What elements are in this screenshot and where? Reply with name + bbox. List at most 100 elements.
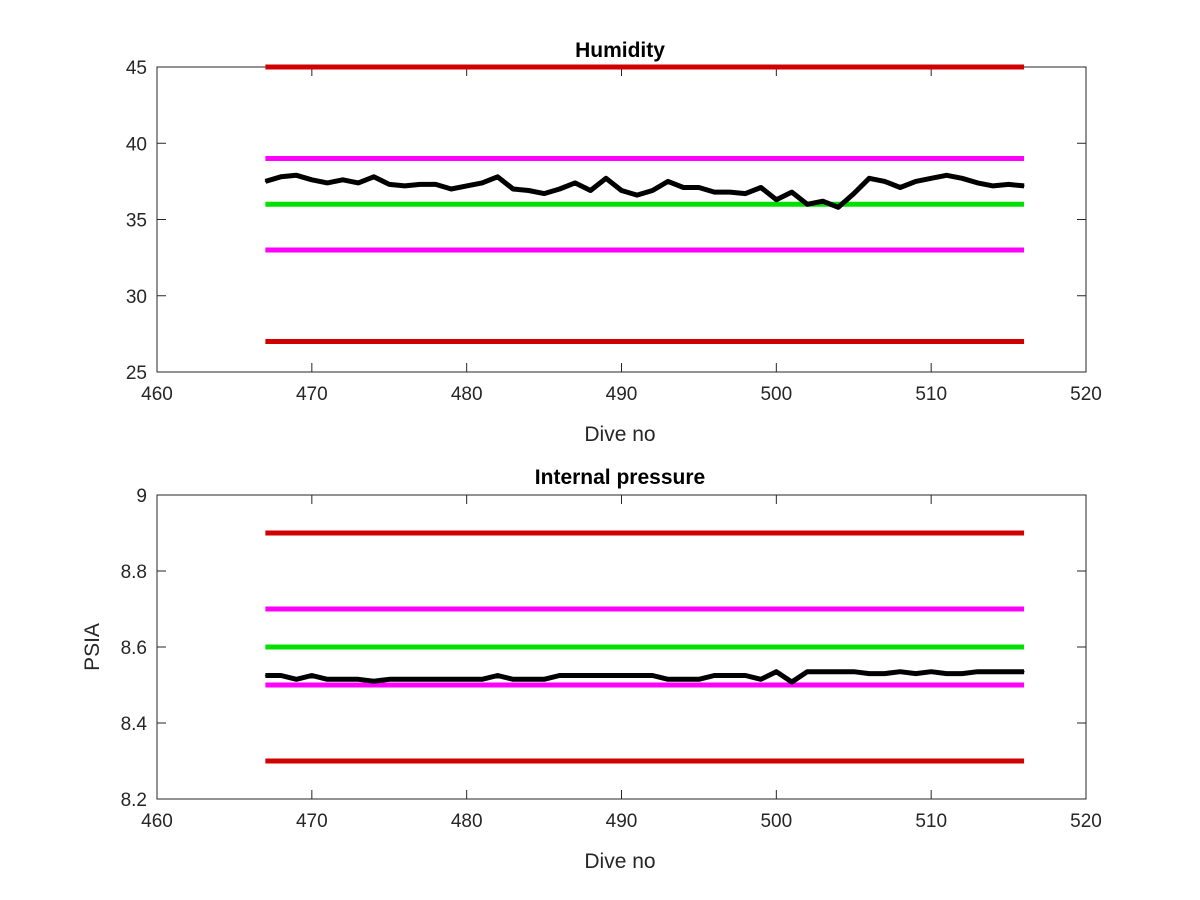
data-point [899,671,901,673]
data-point [884,180,886,182]
data-point [961,177,963,179]
data-point [853,671,855,673]
y-tick-label: 35 [126,211,147,232]
data-point [404,678,406,680]
y-tick-label: 8.2 [121,790,147,811]
data-point [450,188,452,190]
data-point [326,678,328,680]
data-point [992,671,994,673]
x-tick-label: 510 [915,811,947,832]
data-point [698,186,700,189]
data-point [357,182,359,184]
data-point [589,189,592,192]
data-point [651,189,654,192]
data-point [419,678,421,680]
data-point [713,191,716,193]
data-point [837,671,839,673]
data-point [311,179,313,181]
x-tick-label: 490 [606,384,638,405]
chart-title: Humidity [575,39,665,62]
data-point [977,182,979,184]
data-point [264,674,266,677]
x-tick-label: 520 [1070,384,1102,405]
data-point [713,674,716,677]
data-point [388,678,390,680]
data-point [729,191,731,193]
data-point [342,179,344,181]
data-point [357,678,359,680]
y-tick-label: 9 [136,486,147,507]
data-point [589,674,592,677]
data-point [466,185,468,187]
y-tick-label: 30 [126,287,147,308]
x-tick-label: 460 [141,384,173,405]
y-tick-label: 25 [126,363,147,384]
data-point [1023,671,1025,673]
data-point [729,674,731,677]
data-point [1007,183,1010,186]
x-tick-label: 520 [1070,811,1102,832]
data-point [388,183,390,186]
data-point [899,186,901,189]
data-point [837,206,839,208]
data-point [373,176,375,178]
data-point [481,678,483,680]
data-point [342,678,344,680]
data-point [930,177,932,179]
data-point [760,678,762,680]
data-point [543,678,545,680]
data-point [497,674,499,677]
data-point [311,674,313,677]
data-point [528,678,530,680]
data-point [667,678,669,680]
data-point [435,183,437,186]
data-point [528,189,530,192]
data-point [915,180,917,182]
x-axis-label: Dive no [584,850,655,873]
data-point [1007,671,1010,673]
data-point [574,182,576,184]
data-point [822,200,824,202]
data-point [605,674,607,677]
data-point [481,182,483,184]
data-point [326,182,328,184]
data-point [760,186,762,189]
x-tick-label: 460 [141,811,173,832]
data-point [466,678,468,680]
data-point [295,174,297,176]
chart-title: Internal pressure [535,466,705,489]
x-tick-label: 500 [760,384,792,405]
data-point [512,678,514,680]
data-point [667,180,669,182]
y-tick-label: 8.4 [121,714,148,735]
data-point [884,673,886,675]
data-point [868,177,870,179]
data-point [915,673,917,675]
y-tick-label: 45 [126,58,147,79]
data-point [620,189,623,192]
data-point [775,199,777,201]
x-tick-label: 480 [451,384,483,405]
x-tick-label: 480 [451,811,483,832]
x-tick-label: 500 [760,811,792,832]
data-point [543,192,545,195]
data-point [806,203,808,205]
x-tick-label: 470 [296,384,328,405]
y-tick-label: 40 [126,134,147,155]
data-point [682,678,685,680]
subplot-internal-pressure: Internal pressure 460 470 480 490 500 510 520 8… [81,466,1102,873]
data-point [853,192,855,195]
data-point [558,674,561,677]
data-point [373,680,375,682]
data-point [264,180,266,182]
data-point [868,673,870,675]
plot-area: 460 470 480 490 500 510 520 8.2 8.4 8.6 8.8 9 [121,486,1102,832]
x-axis-label: Dive no [584,423,655,446]
data-series-line [265,669,1025,685]
data-point [605,177,607,179]
data-point [977,671,979,673]
data-point [435,678,437,680]
data-point [992,185,994,187]
data-point [744,192,746,195]
